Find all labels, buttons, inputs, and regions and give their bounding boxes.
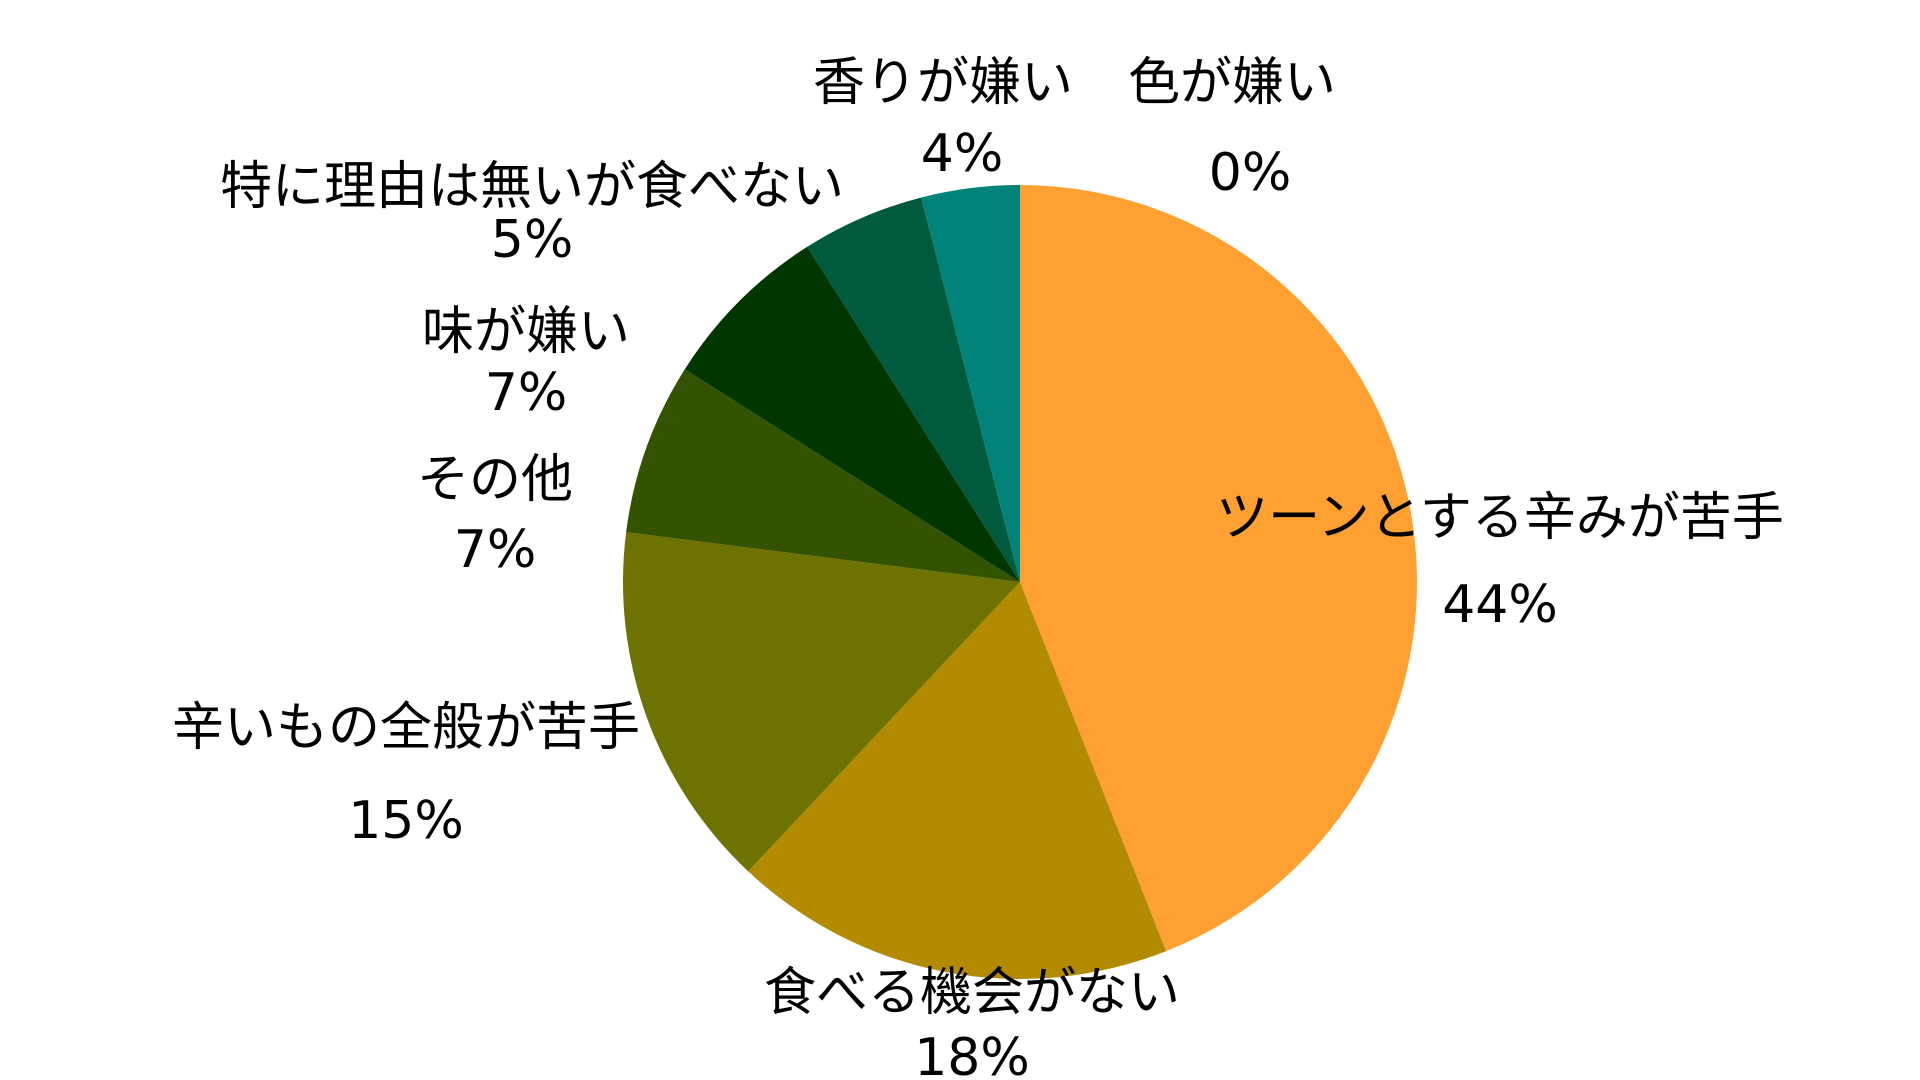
slice-label-category: 香りが嫌い <box>813 53 1073 113</box>
slice-label-percent: 7% <box>454 520 537 580</box>
slice-label-percent: 7% <box>485 363 568 423</box>
slice-label-category: 色が嫌い <box>1128 53 1336 113</box>
pie-slice-2 <box>623 532 1020 872</box>
pie-slice-4 <box>684 246 1020 582</box>
slice-label-percent: 15% <box>348 791 464 851</box>
pie-slice-1 <box>748 582 1167 980</box>
slice-label-percent: 5% <box>491 210 574 270</box>
slice-label-category: 特に理由は無いが食べない <box>220 157 844 217</box>
slice-label-percent: 18% <box>914 1028 1030 1080</box>
pie-slice-6 <box>921 185 1020 582</box>
slice-label-percent: 0% <box>1209 143 1292 203</box>
slice-label-percent: 44% <box>1442 575 1558 635</box>
slice-label-category: ツーンとする辛みが苦手 <box>1216 488 1784 548</box>
pie-slice-0 <box>1020 185 1417 952</box>
slice-label-category: その他 <box>417 450 573 510</box>
slice-label-category: 味が嫌い <box>422 302 630 362</box>
pie-slice-5 <box>807 197 1020 583</box>
slice-label-category: 辛いもの全般が苦手 <box>172 698 640 758</box>
pie-slice-3 <box>626 369 1020 582</box>
pie-slices <box>623 185 1417 980</box>
slice-label-percent: 4% <box>921 124 1004 184</box>
pie-labels: ツーンとする辛みが苦手 44% 食べる機会がない 18% 辛いもの全般が苦手 1… <box>172 53 1784 1080</box>
slice-label-category: 食べる機会がない <box>764 963 1180 1023</box>
